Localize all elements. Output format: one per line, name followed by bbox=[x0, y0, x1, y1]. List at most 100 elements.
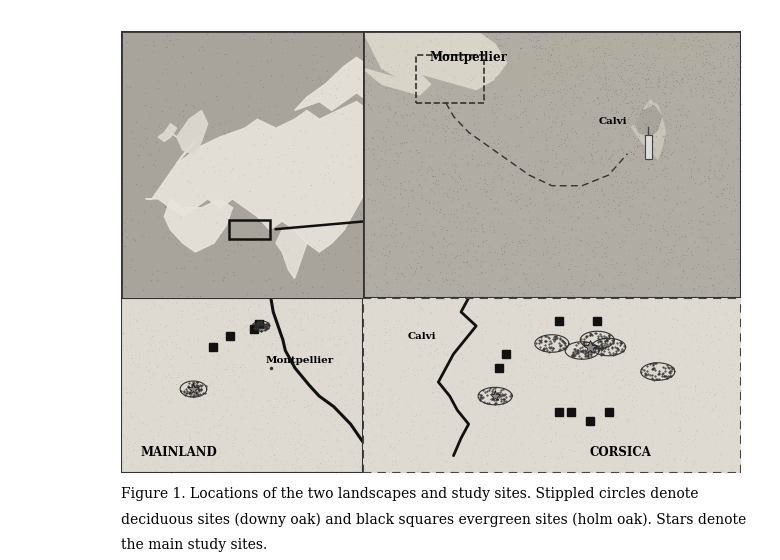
Point bbox=[518, 242, 530, 251]
Point bbox=[707, 116, 720, 125]
Point bbox=[440, 339, 452, 348]
Point bbox=[260, 341, 272, 350]
Point bbox=[252, 218, 264, 227]
Point bbox=[468, 122, 480, 131]
Point bbox=[192, 394, 204, 403]
Point bbox=[640, 62, 653, 71]
Point bbox=[578, 277, 590, 286]
Point bbox=[480, 381, 492, 390]
Point bbox=[388, 218, 401, 227]
Point bbox=[679, 251, 692, 260]
Point bbox=[144, 202, 157, 211]
Point bbox=[406, 270, 419, 279]
Point bbox=[179, 96, 191, 105]
Point bbox=[292, 340, 304, 349]
Point bbox=[730, 456, 743, 465]
Point bbox=[441, 458, 453, 467]
Point bbox=[480, 52, 493, 61]
Point bbox=[384, 400, 396, 409]
Point bbox=[253, 439, 265, 448]
Point bbox=[726, 443, 739, 452]
Point bbox=[665, 85, 678, 94]
Point bbox=[509, 68, 521, 77]
Point bbox=[248, 61, 261, 70]
Point bbox=[707, 48, 719, 57]
Point bbox=[565, 109, 577, 118]
Point bbox=[532, 35, 544, 44]
Point bbox=[482, 356, 495, 365]
Point bbox=[643, 106, 655, 115]
Point bbox=[471, 157, 484, 166]
Point bbox=[402, 402, 415, 410]
Point bbox=[725, 209, 737, 218]
Point bbox=[488, 465, 500, 474]
Point bbox=[576, 459, 589, 468]
Point bbox=[574, 335, 587, 344]
Point bbox=[650, 280, 662, 289]
Point bbox=[285, 327, 297, 336]
Point bbox=[555, 67, 567, 76]
Point bbox=[422, 102, 434, 111]
Point bbox=[730, 200, 743, 209]
Point bbox=[489, 49, 502, 58]
Point bbox=[613, 212, 626, 221]
Point bbox=[569, 81, 582, 90]
Point bbox=[704, 332, 716, 340]
Point bbox=[512, 293, 525, 302]
Point bbox=[157, 349, 169, 358]
Point bbox=[668, 35, 680, 44]
Point bbox=[339, 338, 351, 347]
Point bbox=[184, 459, 197, 468]
Point bbox=[151, 362, 163, 371]
Point bbox=[220, 50, 232, 59]
Point bbox=[589, 249, 601, 258]
Point bbox=[290, 456, 303, 465]
Point bbox=[505, 81, 518, 90]
Point bbox=[314, 424, 327, 433]
Point bbox=[628, 298, 640, 307]
Point bbox=[462, 74, 474, 83]
Point bbox=[690, 334, 702, 343]
Point bbox=[692, 226, 704, 235]
Point bbox=[495, 318, 508, 327]
Point bbox=[406, 329, 419, 338]
Point bbox=[707, 284, 720, 293]
Point bbox=[694, 373, 707, 382]
Point bbox=[453, 40, 466, 49]
Point bbox=[176, 264, 188, 273]
Point bbox=[675, 33, 688, 42]
Point bbox=[662, 164, 675, 173]
Point bbox=[604, 225, 617, 234]
Point bbox=[607, 85, 619, 94]
Point bbox=[188, 423, 200, 432]
Point bbox=[674, 417, 686, 426]
Point bbox=[220, 269, 232, 278]
Point bbox=[501, 59, 513, 68]
Point bbox=[429, 60, 441, 69]
Point bbox=[399, 285, 411, 294]
Point bbox=[143, 232, 155, 241]
Point bbox=[509, 134, 521, 143]
Point bbox=[665, 70, 677, 79]
Point bbox=[136, 162, 149, 171]
Point bbox=[382, 188, 395, 197]
Point bbox=[547, 97, 559, 106]
Point bbox=[597, 161, 609, 170]
Point bbox=[658, 194, 670, 203]
Point bbox=[433, 441, 445, 450]
Point bbox=[602, 419, 615, 428]
Point bbox=[686, 399, 699, 408]
Point bbox=[705, 188, 718, 197]
Point bbox=[522, 356, 534, 365]
Point bbox=[482, 332, 495, 341]
Point bbox=[495, 329, 508, 338]
Point bbox=[272, 110, 285, 119]
Point bbox=[184, 442, 197, 451]
Point bbox=[713, 216, 725, 225]
Point bbox=[622, 53, 634, 62]
Point bbox=[416, 405, 428, 414]
Point bbox=[665, 48, 678, 57]
Point bbox=[246, 251, 259, 260]
Point bbox=[406, 368, 418, 377]
Point bbox=[140, 434, 152, 443]
